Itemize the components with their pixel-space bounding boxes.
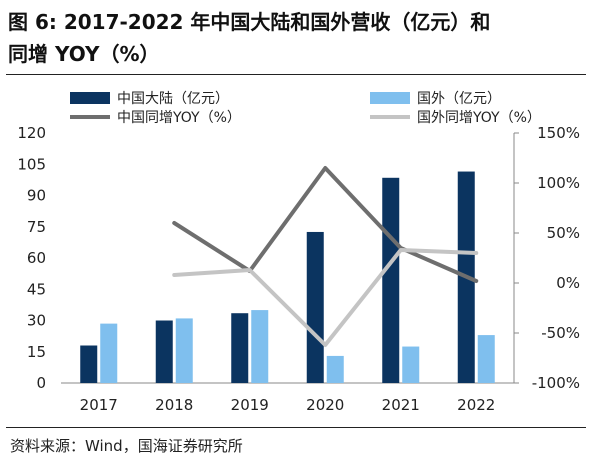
legend-china-yoy-label: 中国同增YOY（%） (117, 110, 241, 126)
y-right-tick-label: 0% (556, 274, 580, 292)
y-left-tick-label: 105 (17, 155, 46, 173)
y-left-tick-label: 60 (27, 249, 46, 267)
source-rule (6, 427, 586, 428)
legend-foreign-label: 国外（亿元） (417, 91, 501, 107)
title-rule (6, 74, 586, 75)
line-china-yoy (172, 166, 479, 283)
line-foreign-yoy (172, 248, 479, 347)
x-tick-label: 2020 (306, 396, 344, 414)
y-right-tick-label: -50% (541, 324, 580, 342)
y-left-tick-label: 45 (27, 280, 46, 298)
legend: 中国大陆（亿元） 国外（亿元） 中国同增YOY（%） 国外同增YOY（%） (70, 91, 541, 126)
bar-china (80, 345, 98, 383)
y-left-tick-label: 120 (17, 124, 46, 142)
y-left-tick-label: 90 (27, 187, 46, 205)
y-right-tick-label: 100% (537, 174, 580, 192)
legend-china-swatch (70, 92, 110, 104)
y-left-tick-label: 15 (27, 343, 46, 361)
y-right-tick-label: -100% (532, 374, 580, 392)
bar-foreign (175, 318, 193, 383)
tick-labels: 0 15 30 45 60 75 90 105 120 -100% -50% 0% 50% 100% 150… (17, 124, 580, 414)
x-tick-label: 2021 (382, 396, 420, 414)
title-line-1: 图 6: 2017-2022 年中国大陆和国外营收（亿元）和 (8, 10, 491, 34)
bar-china (306, 231, 324, 383)
bar-foreign (477, 335, 495, 383)
axes (61, 132, 519, 384)
legend-china-label: 中国大陆（亿元） (117, 91, 229, 107)
source-note: 资料来源：Wind，国海证券研究所 (10, 437, 243, 455)
bar-china (231, 313, 249, 383)
x-tick-label: 2019 (231, 396, 269, 414)
legend-foreign-swatch (370, 92, 410, 104)
y-right-tick-label: 50% (547, 224, 580, 242)
bar-china (155, 320, 173, 383)
legend-foreign-yoy-label: 国外同增YOY（%） (417, 110, 541, 126)
bar-foreign (100, 323, 118, 383)
title-line-2: 同增 YOY（%） (8, 42, 160, 66)
bar-foreign (326, 355, 344, 383)
y-left-tick-label: 0 (36, 374, 46, 392)
y-right-tick-label: 150% (537, 124, 580, 142)
x-tick-label: 2022 (457, 396, 495, 414)
y-left-tick-label: 75 (27, 218, 46, 236)
y-left-tick-label: 30 (27, 312, 46, 330)
bars (80, 171, 495, 383)
bar-foreign (402, 346, 420, 383)
x-tick-label: 2018 (155, 396, 193, 414)
bar-china (382, 177, 400, 383)
chart-title: 图 6: 2017-2022 年中国大陆和国外营收（亿元）和 同增 YOY（%） (8, 6, 588, 70)
lines (172, 166, 479, 347)
bar-foreign (251, 310, 269, 383)
x-tick-label: 2017 (80, 396, 118, 414)
